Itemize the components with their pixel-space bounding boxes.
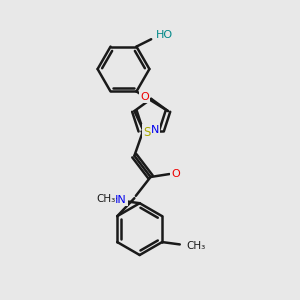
Text: S: S (143, 126, 150, 139)
Text: CH₃: CH₃ (96, 194, 116, 204)
Text: HN: HN (110, 195, 127, 205)
Text: N: N (143, 125, 152, 135)
Text: HO: HO (156, 30, 173, 40)
Text: CH₃: CH₃ (186, 242, 206, 251)
Text: O: O (171, 169, 180, 179)
Text: N: N (151, 125, 159, 135)
Text: O: O (140, 92, 149, 102)
